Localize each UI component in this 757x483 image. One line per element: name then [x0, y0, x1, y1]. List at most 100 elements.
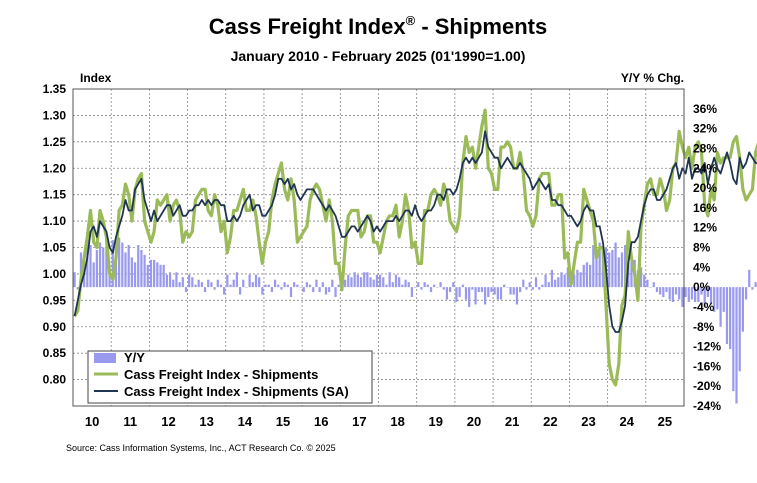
legend-label-yy: Y/Y	[124, 350, 145, 365]
yy-bar	[455, 287, 458, 302]
x-tick-label-1: 11	[123, 414, 137, 429]
yy-bar	[203, 287, 207, 293]
yy-bar	[480, 287, 484, 293]
yy-bar	[579, 272, 582, 288]
yy-bar	[404, 279, 407, 288]
yy-bar	[210, 282, 213, 288]
yy-bar	[302, 287, 305, 293]
yy-bar	[372, 279, 375, 288]
yy-bar	[181, 277, 184, 288]
yy-bar	[191, 277, 194, 288]
yy-bar	[277, 284, 280, 288]
yy-bar	[242, 279, 245, 288]
yy-bar	[261, 287, 264, 295]
yy-bar	[410, 287, 414, 298]
yy-bar	[681, 287, 684, 307]
yy-bar	[267, 284, 270, 288]
yy-bar	[149, 259, 153, 288]
yy-bar	[668, 287, 671, 300]
yy-bar	[716, 287, 719, 310]
right-tick-label-9: 0%	[693, 280, 711, 294]
yy-bar	[429, 287, 433, 293]
legend-label-sa: Cass Freight Index - Shipments (SA)	[124, 384, 349, 399]
left-tick-label-3: 0.95	[43, 293, 67, 307]
yy-bar	[356, 274, 359, 288]
chart-title: Cass Freight Index® - Shipments	[209, 13, 547, 39]
yy-bar	[156, 262, 159, 288]
yy-bar	[398, 277, 401, 288]
yy-bar	[598, 242, 601, 288]
yy-bar	[512, 287, 515, 295]
yy-bar	[709, 287, 713, 305]
x-tick-label-4: 14	[238, 414, 253, 429]
yy-bar	[162, 264, 165, 288]
yy-bar	[655, 287, 659, 293]
yy-bar	[433, 284, 436, 288]
yy-bar	[353, 272, 356, 288]
yy-bar	[735, 287, 738, 404]
x-tick-label-2: 12	[161, 414, 175, 429]
sa-line	[73, 130, 757, 333]
x-tick-label-13: 23	[581, 414, 595, 429]
yy-bar	[665, 287, 668, 293]
yy-bar	[213, 287, 216, 290]
x-tick-label-11: 21	[505, 414, 519, 429]
yy-bar	[140, 249, 143, 288]
yy-bar	[461, 284, 464, 288]
right-tick-label-4: 20%	[693, 181, 717, 195]
yy-bar	[178, 282, 181, 288]
yy-bar	[550, 269, 554, 288]
left-axis-ticks: 0.80 0.85 0.90 0.95 1.00 1.05 1.10 1.15 1.20 1.25…	[43, 82, 67, 387]
yy-bar	[194, 284, 197, 288]
yy-bar	[474, 287, 477, 305]
right-tick-label-0: 36%	[693, 102, 717, 116]
yy-bar	[617, 257, 620, 288]
plot-frame	[72, 88, 685, 407]
yy-bar	[464, 287, 468, 300]
legend-swatch-yy	[94, 353, 116, 363]
yy-bar	[146, 264, 149, 288]
yy-bar	[725, 287, 729, 345]
left-tick-label-6: 1.10	[43, 214, 67, 228]
yy-bar	[547, 282, 550, 288]
yy-bar	[95, 249, 98, 288]
right-tick-label-14: -20%	[693, 379, 721, 393]
right-tick-label-11: -8%	[693, 320, 715, 334]
yy-bar	[563, 274, 566, 288]
yy-bar	[538, 287, 541, 290]
yy-bar	[595, 254, 598, 288]
yy-bar	[216, 279, 219, 288]
yy-bar	[687, 287, 690, 302]
right-tick-label-7: 8%	[693, 241, 711, 255]
yy-bar	[197, 279, 200, 288]
yy-bar	[557, 277, 560, 288]
yy-bar	[280, 287, 283, 290]
yy-bar	[573, 274, 576, 288]
yy-bar	[639, 267, 643, 288]
yy-bar	[343, 279, 347, 288]
yy-bar	[662, 287, 665, 298]
yy-bar	[706, 287, 709, 298]
yy-bar	[143, 254, 146, 288]
yy-bar	[363, 272, 366, 288]
yy-bar	[98, 242, 102, 288]
yy-bar	[490, 287, 493, 293]
yy-bar	[172, 279, 175, 288]
yy-bar	[235, 272, 239, 288]
yy-bar	[614, 242, 617, 288]
yy-bar	[315, 279, 318, 288]
yy-bar	[738, 287, 741, 372]
yy-bar	[690, 287, 694, 300]
yy-bar	[534, 277, 538, 288]
yy-bar	[200, 282, 203, 288]
yy-bar	[401, 284, 404, 288]
x-tick-label-7: 17	[352, 414, 366, 429]
yy-bar	[165, 274, 168, 288]
yy-bar	[121, 242, 124, 288]
yy-bar	[76, 287, 79, 290]
yy-bar	[700, 287, 703, 295]
yy-bar	[744, 287, 748, 300]
yy-bar	[560, 272, 563, 288]
yy-bar	[608, 252, 611, 288]
yy-bar	[703, 287, 706, 307]
